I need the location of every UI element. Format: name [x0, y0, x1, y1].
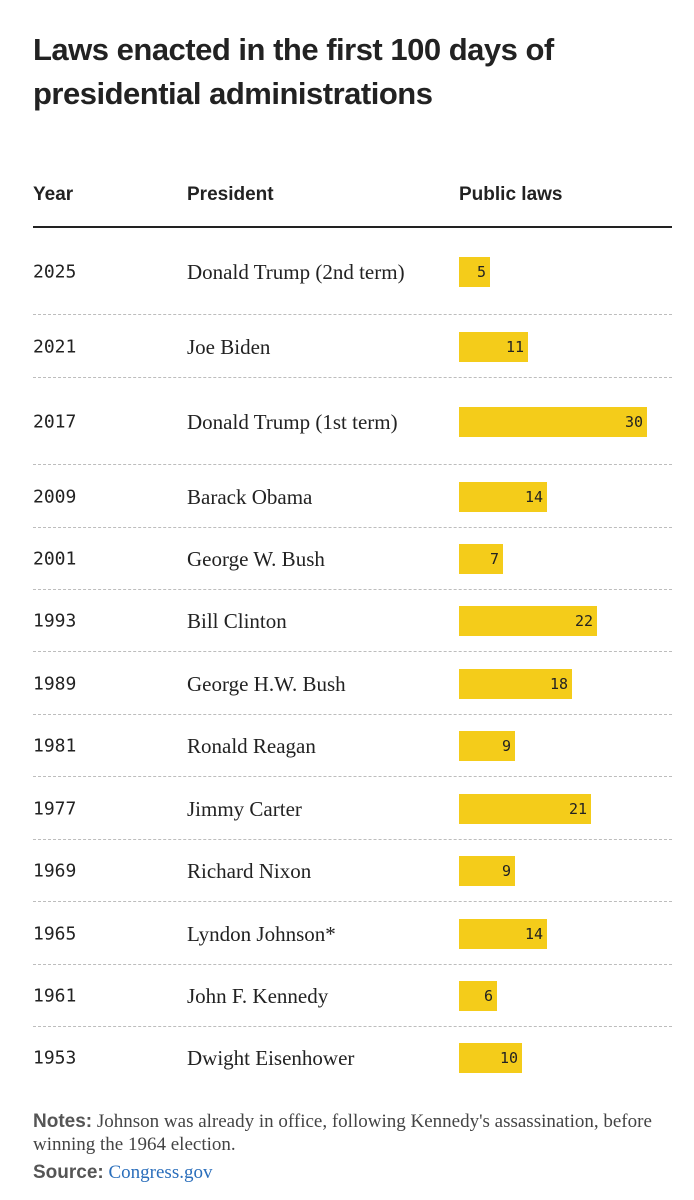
table-row: 1989 George H.W. Bush 18 — [33, 652, 672, 715]
row-divider — [33, 776, 672, 777]
notes-text: Johnson was already in office, following… — [33, 1111, 652, 1155]
bar-value-label: 14 — [524, 487, 543, 506]
bar-value-label: 21 — [568, 799, 587, 818]
bar-value-label: 11 — [505, 337, 524, 356]
bar-value-label: 18 — [549, 674, 568, 693]
row-year: 1953 — [33, 1047, 77, 1069]
bar-value-label: 5 — [476, 262, 486, 281]
row-year: 1981 — [33, 735, 77, 757]
row-year: 1961 — [33, 985, 77, 1007]
row-divider — [33, 314, 672, 315]
row-year: 2017 — [33, 411, 77, 432]
row-president: Donald Trump (1st term) — [187, 409, 398, 434]
row-year: 2001 — [33, 548, 77, 570]
row-divider — [33, 901, 672, 902]
row-president: Barack Obama — [187, 484, 313, 509]
source-link[interactable]: Congress.gov — [108, 1162, 213, 1183]
row-year: 1969 — [33, 860, 77, 882]
row-president: Jimmy Carter — [187, 796, 302, 821]
bar-value-label: 9 — [501, 862, 511, 880]
table-row: 1977 Jimmy Carter 21 — [33, 777, 672, 840]
bar-value-label: 14 — [524, 924, 543, 943]
row-year: 1993 — [33, 610, 77, 632]
header-president: President — [187, 184, 274, 205]
row-divider — [33, 377, 672, 378]
row-year: 1989 — [33, 673, 77, 694]
source: Source: Congress.gov — [33, 1162, 212, 1184]
bar: 9 — [459, 856, 515, 886]
row-president: Ronald Reagan — [187, 734, 316, 758]
bar-value-label: 30 — [624, 412, 643, 431]
row-year: 2025 — [33, 261, 77, 282]
row-year: 1977 — [33, 798, 77, 819]
bar: 21 — [459, 793, 591, 824]
bar: 11 — [459, 331, 528, 362]
row-divider — [33, 464, 672, 465]
bar-value-label: 7 — [489, 550, 499, 568]
table-row: 2009 Barack Obama 14 — [33, 465, 672, 528]
bar: 18 — [459, 668, 572, 699]
bar: 9 — [459, 731, 515, 761]
bar-value-label: 22 — [574, 612, 593, 630]
table-row: 1981 Ronald Reagan 9 — [33, 715, 672, 777]
row-president: Donald Trump (2nd term) — [187, 259, 405, 284]
row-divider — [33, 527, 672, 528]
bar-value-label: 6 — [483, 987, 493, 1005]
table-row: 1993 Bill Clinton 22 — [33, 590, 672, 652]
row-divider — [33, 714, 672, 715]
row-year: 2009 — [33, 486, 77, 507]
row-president: Lyndon Johnson* — [187, 921, 336, 946]
row-president: John F. Kennedy — [187, 984, 329, 1008]
row-divider — [33, 589, 672, 590]
header-year: Year — [33, 184, 74, 205]
table-row: 2021 Joe Biden 11 — [33, 315, 672, 378]
row-divider — [33, 839, 672, 840]
row-president: George W. Bush — [187, 547, 325, 571]
source-label: Source: — [33, 1162, 104, 1183]
table-row: 2001 George W. Bush 7 — [33, 528, 672, 590]
bar: 6 — [459, 981, 497, 1011]
row-divider — [33, 1026, 672, 1027]
row-president: Richard Nixon — [187, 859, 312, 883]
header-public-laws: Public laws — [459, 184, 563, 205]
row-president: Dwight Eisenhower — [187, 1046, 355, 1070]
table-row: 1953 Dwight Eisenhower 10 — [33, 1027, 672, 1089]
bar: 14 — [459, 918, 547, 949]
bar: 14 — [459, 481, 547, 512]
header-rule — [33, 226, 672, 228]
bar-value-label: 10 — [499, 1049, 518, 1067]
notes: Notes: Johnson was already in office, fo… — [33, 1110, 678, 1156]
table-row: 1969 Richard Nixon 9 — [33, 840, 672, 902]
table-row: 2017 Donald Trump (1st term) 30 — [33, 378, 672, 465]
table-row: 2025 Donald Trump (2nd term) 5 — [33, 228, 672, 315]
notes-label: Notes: — [33, 1111, 93, 1132]
bar: 10 — [459, 1043, 522, 1073]
row-divider — [33, 651, 672, 652]
row-president: Joe Biden — [187, 334, 271, 359]
row-divider — [33, 964, 672, 965]
bar-value-label: 9 — [501, 737, 511, 755]
row-year: 1965 — [33, 923, 77, 944]
row-year: 2021 — [33, 336, 77, 357]
row-president: Bill Clinton — [187, 609, 287, 633]
bar: 5 — [459, 256, 490, 287]
row-president: George H.W. Bush — [187, 671, 346, 696]
bar: 22 — [459, 606, 597, 636]
table-row: 1965 Lyndon Johnson* 14 — [33, 902, 672, 965]
table-row: 1961 John F. Kennedy 6 — [33, 965, 672, 1027]
bar: 7 — [459, 544, 503, 574]
chart-title: Laws enacted in the first 100 days of pr… — [33, 32, 554, 111]
bar: 30 — [459, 406, 647, 437]
